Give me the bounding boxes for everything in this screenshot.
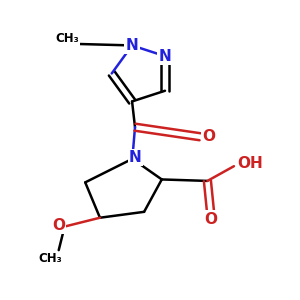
Text: N: N [126, 38, 138, 53]
Text: N: N [159, 49, 171, 64]
Text: CH₃: CH₃ [38, 252, 62, 266]
Text: CH₃: CH₃ [56, 32, 80, 45]
Text: OH: OH [237, 156, 263, 171]
Text: O: O [204, 212, 217, 227]
Text: N: N [129, 150, 142, 165]
Text: O: O [52, 218, 65, 232]
Text: O: O [202, 129, 215, 144]
